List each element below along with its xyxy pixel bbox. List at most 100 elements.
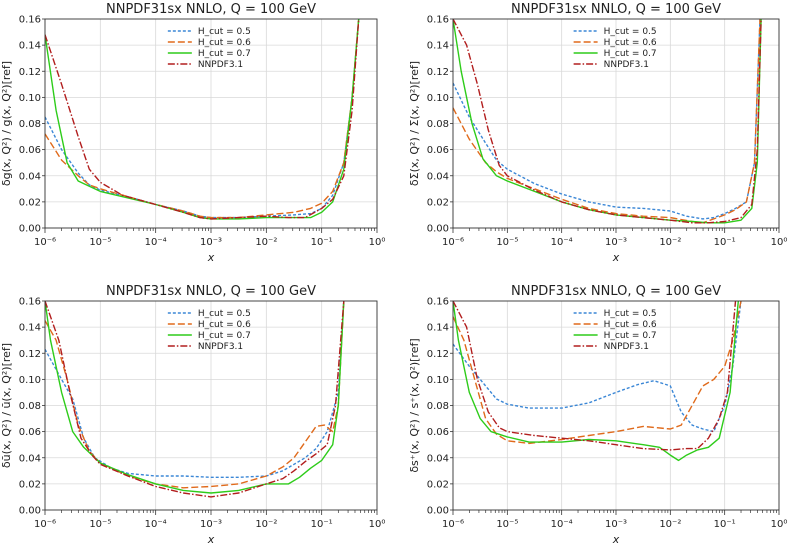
y-tick-label: 0.14 [19,323,41,334]
y-tick-label: 0.04 [427,171,449,182]
x-tick-label: 10⁻³ [200,237,222,248]
y-tick-label: 0.16 [19,15,41,26]
series-line-nnpdf3-1 [45,19,360,220]
y-tick-label: 0.16 [427,297,449,308]
legend-label: H_cut = 0.5 [604,27,657,37]
y-tick-label: 0.02 [427,197,449,208]
legend-label: H_cut = 0.6 [198,320,251,330]
y-tick-label: 0.12 [19,349,41,360]
x-tick-label: 10⁻³ [605,519,627,530]
y-axis-label: δū(x, Q²) / ū(x, Q²)[ref] [0,343,13,468]
x-tick-label: 10⁻⁶ [442,519,464,530]
x-tick-label: 10⁻⁴ [145,237,167,248]
y-axis-label: δs⁺(x, Q²) / s⁺(x, Q²)[ref] [408,338,421,472]
panel-title: NNPDF31sx NNLO, Q = 100 GeV [106,2,316,17]
x-tick-label: 10⁻⁵ [496,519,518,530]
legend-label: NNPDF3.1 [604,60,649,70]
x-tick-label: 10⁰ [771,237,788,248]
y-tick-label: 0.00 [19,506,41,517]
y-tick-label: 0.14 [19,41,41,52]
panel-title: NNPDF31sx NNLO, Q = 100 GeV [511,284,721,299]
x-tick-label: 10⁻³ [605,237,627,248]
legend-label: NNPDF3.1 [604,342,649,352]
y-tick-label: 0.10 [19,93,41,104]
x-tick-label: 10⁻¹ [311,519,333,530]
y-tick-label: 0.02 [19,479,41,490]
series-line-nnpdf3-1 [45,301,345,498]
series-line-h-cut-0-5 [453,301,742,433]
x-tick-label: 10⁻⁵ [89,519,111,530]
x-tick-label: 10⁻⁶ [34,237,56,248]
legend-label: NNPDF3.1 [198,60,243,70]
legend-label: NNPDF3.1 [198,342,243,352]
y-axis-label: δΣ(x, Q²) / Σ(x, Q²)[ref] [408,61,421,186]
x-tick-label: 10⁻² [659,237,681,248]
y-tick-label: 0.00 [427,224,449,235]
x-tick-label: 10⁰ [771,519,788,530]
legend-label: H_cut = 0.7 [198,49,251,59]
x-tick-label: 10⁻⁴ [551,519,573,530]
panel-singlet-uncertainty: 0.00 0.02 0.04 0.06 0.08 0.10 0.12 0.14 0.16 10⁻⁶… [408,2,787,264]
x-axis-label: x [612,251,620,264]
x-tick-label: 10⁻² [255,237,277,248]
legend-label: H_cut = 0.6 [604,38,657,48]
panel-gluon-uncertainty: 0.00 0.02 0.04 0.06 0.08 0.10 0.12 0.14 0.16 10⁻⁶… [0,2,385,264]
legend-label: H_cut = 0.6 [198,38,251,48]
series-line-h-cut-0-6 [453,301,742,445]
series-line-h-cut-0-7 [45,301,345,494]
series-line-h-cut-0-7 [453,19,762,224]
x-tick-label: 10⁻² [659,519,681,530]
y-tick-label: 0.16 [19,297,41,308]
y-tick-label: 0.04 [19,171,41,182]
y-axis-label: δg(x, Q²) / g(x, Q²)[ref] [0,61,13,186]
legend-label: H_cut = 0.7 [198,331,251,341]
y-tick-label: 0.06 [19,145,41,156]
y-tick-label: 0.06 [19,427,41,438]
panel-ubar-uncertainty: 0.00 0.02 0.04 0.06 0.08 0.10 0.12 0.14 0.16 10⁻⁶… [0,284,386,546]
series-line-h-cut-0-7 [453,301,739,462]
x-tick-label: 10⁻¹ [714,519,736,530]
x-tick-label: 10⁻⁵ [496,237,518,248]
x-tick-label: 10⁻⁶ [34,519,56,530]
y-tick-label: 0.12 [427,67,449,78]
y-tick-label: 0.04 [427,453,449,464]
y-tick-label: 0.12 [427,349,449,360]
x-tick-label: 10⁻¹ [714,237,736,248]
y-tick-label: 0.12 [19,67,41,78]
legend-label: H_cut = 0.5 [198,27,251,37]
y-tick-label: 0.04 [19,453,41,464]
x-tick-label: 10⁻⁴ [551,237,573,248]
series-line-h-cut-0-6 [45,19,360,219]
y-tick-label: 0.02 [427,479,449,490]
legend-label: H_cut = 0.7 [604,331,657,341]
series-line-nnpdf3-1 [453,301,737,451]
legend-label: H_cut = 0.6 [604,320,657,330]
legend-label: H_cut = 0.5 [198,309,251,319]
y-tick-label: 0.00 [19,224,41,235]
y-tick-label: 0.14 [427,323,449,334]
y-tick-label: 0.10 [427,375,449,386]
x-tick-label: 10⁰ [369,519,386,530]
y-tick-label: 0.10 [19,375,41,386]
series-line-h-cut-0-6 [453,19,761,224]
x-tick-label: 10⁰ [369,237,386,248]
x-axis-label: x [612,533,620,543]
x-tick-label: 10⁻⁶ [442,237,464,248]
y-tick-label: 0.14 [427,41,449,52]
y-tick-label: 0.06 [427,145,449,156]
legend-label: H_cut = 0.5 [604,309,657,319]
panel-title: NNPDF31sx NNLO, Q = 100 GeV [511,2,721,17]
y-tick-label: 0.16 [427,15,449,26]
panel-strange-plus-uncertainty: 0.00 0.02 0.04 0.06 0.08 0.10 0.12 0.14 0.16 10⁻⁶… [408,284,788,546]
y-tick-label: 0.00 [427,506,449,517]
y-tick-label: 0.08 [427,119,449,130]
x-axis-label: x [207,533,215,543]
y-tick-label: 0.08 [19,119,41,130]
legend-label: H_cut = 0.7 [604,49,657,59]
x-tick-label: 10⁻² [255,519,277,530]
series-line-h-cut-0-5 [453,19,761,220]
series-line-h-cut-0-7 [45,19,360,220]
x-tick-label: 10⁻⁵ [89,237,111,248]
y-tick-label: 0.08 [19,401,41,412]
